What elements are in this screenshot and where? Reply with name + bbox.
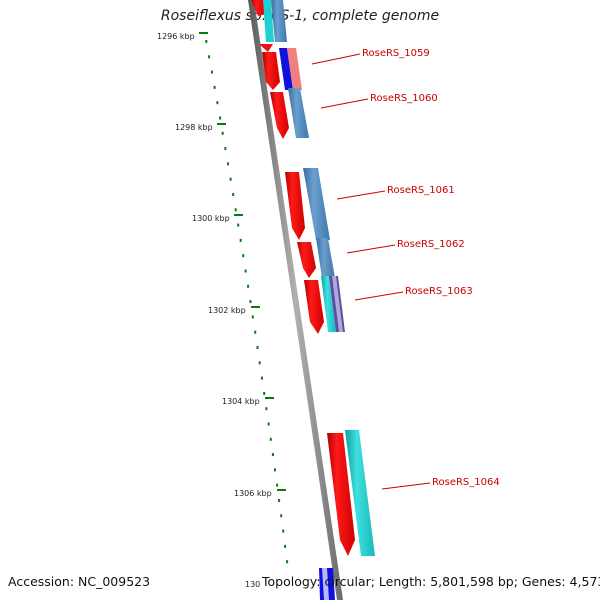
scale-dot (274, 468, 276, 472)
feature-block[interactable] (321, 276, 336, 332)
scale-dot (286, 560, 289, 564)
scale-dot (276, 483, 279, 487)
annotation-leader (320, 98, 369, 109)
scale-dot (263, 391, 266, 395)
scale-dot (261, 376, 263, 380)
gene-label-rosers-1062[interactable]: RoseRS_1062 (397, 239, 465, 250)
scale-dot (237, 223, 240, 227)
scale-dot (219, 116, 222, 120)
scale-dot (227, 162, 229, 166)
gene-arrow[interactable] (297, 242, 316, 278)
feature-block[interactable] (263, 0, 274, 42)
gene-arrow[interactable] (251, 0, 266, 16)
feature-block[interactable] (279, 48, 293, 90)
scale-dot (280, 514, 283, 518)
scale-dot (251, 315, 254, 319)
topology-summary: Topology: circular; Length: 5,801,598 bp… (262, 574, 600, 589)
scale-dot (256, 346, 259, 349)
scale-tick-label: 1298 kbp (175, 123, 213, 132)
accession-label: Accession: NC_009523 (8, 574, 151, 589)
feature-block[interactable] (322, 568, 329, 600)
feature-block[interactable] (287, 48, 302, 90)
scale-dot (244, 269, 247, 273)
feature-block[interactable] (316, 238, 335, 278)
annotation-leader (346, 244, 396, 254)
gene-arrow[interactable] (327, 433, 355, 556)
gene-features (251, 0, 375, 600)
scale-dot (208, 55, 211, 59)
scale-dot (284, 544, 287, 548)
gene-label-rosers-1061[interactable]: RoseRS_1061 (387, 185, 455, 196)
scale-dot (278, 499, 281, 502)
scale-dot (224, 147, 227, 151)
gene-label-rosers-1060[interactable]: RoseRS_1060 (370, 93, 438, 104)
scale-dot (213, 85, 216, 89)
scale-tick-label: 1296 kbp (157, 32, 195, 41)
scale-dot (242, 254, 245, 258)
scale-dot (221, 131, 224, 135)
scale-dot (249, 300, 252, 304)
gene-label-rosers-1064[interactable]: RoseRS_1064 (432, 477, 500, 488)
gene-arrow[interactable] (270, 92, 289, 139)
scale-dot (265, 407, 268, 411)
scale-dot (205, 40, 208, 43)
scale-ticks: 1296 kbp 1298 kbp 1300 kbp 1302 kbp 1304… (157, 32, 286, 589)
gene-label-rosers-1059[interactable]: RoseRS_1059 (362, 48, 430, 59)
scale-dot (210, 70, 213, 74)
scale-tick-label: 1304 kbp (222, 397, 260, 406)
scale-dot (239, 238, 242, 242)
scale-dot (232, 193, 235, 196)
annotation-leader (311, 53, 361, 65)
feature-block[interactable] (288, 88, 309, 138)
scale-tick-label: 1302 kbp (208, 306, 246, 315)
annotation-leader (354, 291, 404, 301)
feature-block[interactable] (303, 168, 330, 240)
scale-dot (247, 284, 250, 288)
scale-dot (258, 361, 261, 365)
genome-backbone (248, 0, 343, 600)
scale-tick-label: 130 (245, 580, 260, 589)
scale-dot (267, 422, 270, 426)
annotation-leader (381, 482, 431, 490)
gene-annotations: RoseRS_1059 RoseRS_1060 RoseRS_1061 Rose… (311, 48, 500, 490)
gene-arrow[interactable] (259, 44, 273, 52)
scale-tick-label: 1300 kbp (192, 214, 230, 223)
annotation-leader (336, 190, 386, 200)
scale-dotted-line (205, 40, 289, 564)
scale-dot (254, 330, 257, 334)
gene-arrow[interactable] (285, 172, 305, 240)
scale-tick-label: 1306 kbp (234, 489, 272, 498)
scale-dot (271, 453, 274, 457)
gene-label-rosers-1063[interactable]: RoseRS_1063 (405, 286, 473, 297)
feature-block[interactable] (271, 0, 287, 42)
scale-dot (229, 177, 232, 181)
map-title: Roseiflexus sp. RS-1, complete genome (160, 8, 440, 24)
scale-dot (269, 437, 272, 441)
gene-arrow[interactable] (304, 280, 324, 334)
scale-dot (216, 101, 219, 105)
feature-block[interactable] (345, 430, 375, 556)
gene-arrow[interactable] (262, 52, 280, 90)
feature-block[interactable] (332, 276, 343, 332)
scale-dot (234, 208, 237, 212)
scale-dot (282, 529, 285, 533)
